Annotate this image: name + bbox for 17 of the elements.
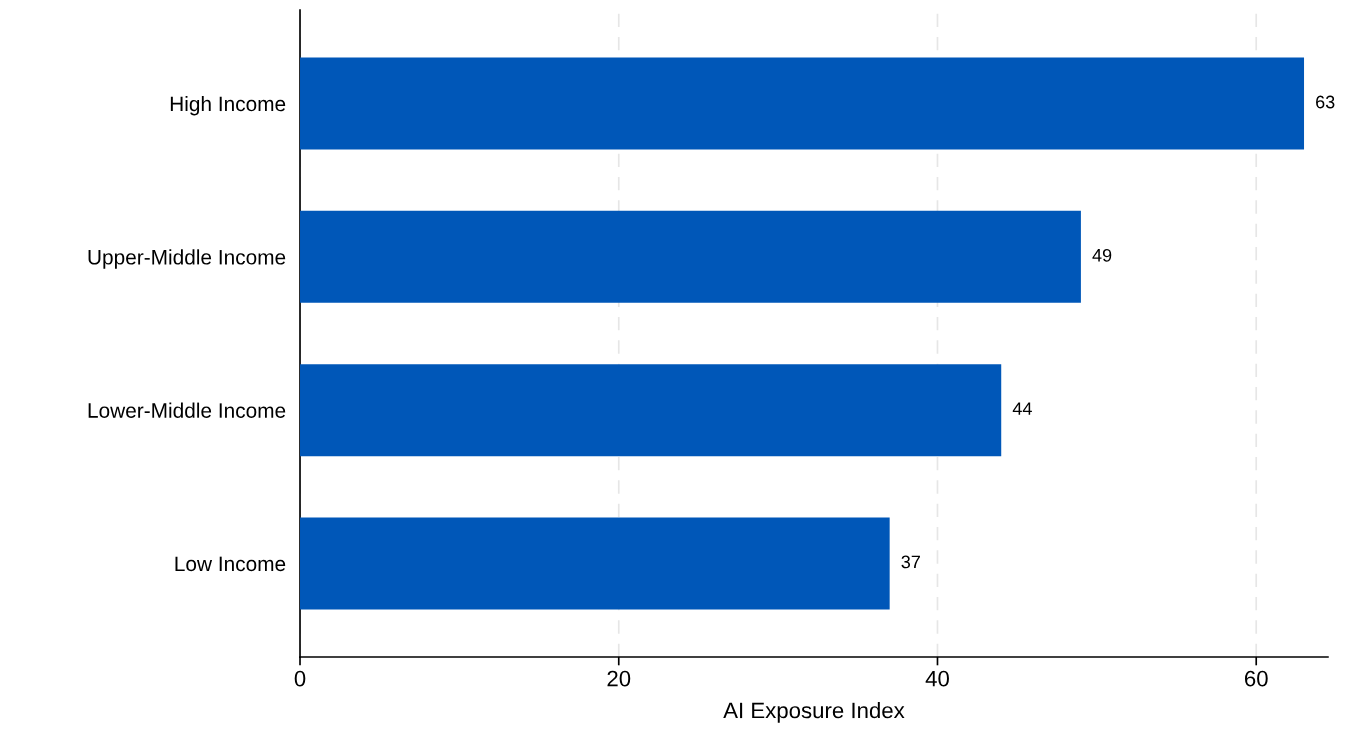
data-label: 63 (1316, 95, 1335, 109)
x-tick-label: 0 (294, 670, 306, 687)
bar (300, 364, 1002, 457)
data-label: 44 (1012, 402, 1032, 415)
x-axis-title: AI Exposure Index (723, 701, 905, 723)
data-label: 49 (1092, 248, 1112, 262)
y-tick-label: Upper-Middle Income (88, 249, 286, 269)
y-tick-label: Low Income (175, 556, 286, 572)
data-label: 37 (901, 555, 920, 569)
bar (300, 210, 1081, 303)
y-tick-label: Lower-Middle Income (88, 402, 286, 418)
y-tick-label: High Income (170, 95, 286, 116)
bar (300, 517, 890, 610)
bar (300, 57, 1305, 150)
x-tick-label: 60 (1244, 670, 1268, 687)
x-tick-label: 20 (607, 670, 631, 687)
x-tick-label: 40 (925, 670, 949, 687)
